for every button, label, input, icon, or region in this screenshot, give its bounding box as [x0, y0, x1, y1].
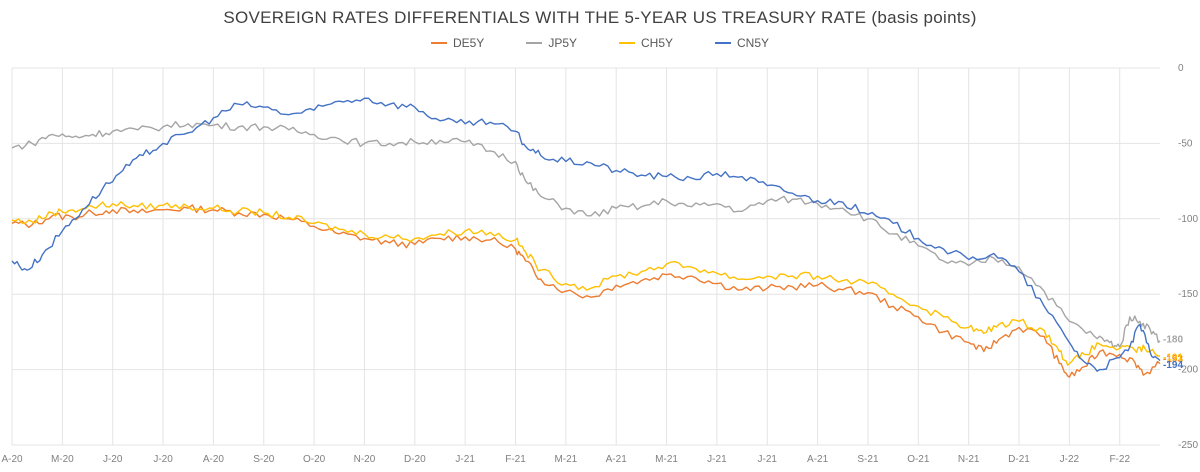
- x-tick-label: A-21: [807, 454, 829, 465]
- x-tick-label: D-20: [404, 454, 426, 465]
- legend-swatch-cn5y: [715, 42, 732, 44]
- end-label-jp5y: -180: [1163, 334, 1183, 345]
- y-tick-label: -150: [1178, 289, 1198, 300]
- legend-label-cn5y: CN5Y: [737, 36, 770, 50]
- x-tick-label: F-21: [505, 454, 526, 465]
- y-tick-label: -50: [1178, 138, 1193, 149]
- x-tick-label: M-21: [655, 454, 678, 465]
- x-tick-label: D-21: [1008, 454, 1030, 465]
- series-line-jp5y: [11, 120, 1161, 348]
- y-tick-label: 0: [1178, 63, 1184, 74]
- x-tick-label: A-20: [1, 454, 23, 465]
- x-tick-label: J-21: [758, 454, 778, 465]
- x-axis: A-20 M-20 J-20 J-20 A-20 S-20 O-20 N-20 D-20 J-21…: [1, 454, 1130, 465]
- x-tick-label: J-22: [1060, 454, 1080, 465]
- gridlines: [11, 67, 1160, 446]
- x-tick-label: J-21: [455, 454, 475, 465]
- legend-swatch-jp5y: [526, 42, 543, 44]
- x-tick-label: J-20: [103, 454, 123, 465]
- y-tick-label: -250: [1178, 440, 1198, 451]
- x-tick-label: A-21: [606, 454, 628, 465]
- x-tick-label: O-20: [303, 454, 326, 465]
- legend-item-de5y: DE5Y: [430, 36, 485, 50]
- y-tick-label: -200: [1178, 365, 1198, 376]
- y-axis: 0 -50 -100 -150 -200 -250: [1178, 63, 1198, 451]
- end-label-ch5y: -191: [1163, 353, 1183, 364]
- series-lines: [11, 97, 1161, 378]
- series-line-ch5y: [11, 200, 1160, 366]
- legend-label-jp5y: JP5Y: [548, 36, 577, 50]
- x-tick-label: N-21: [958, 454, 980, 465]
- x-tick-label: J-20: [153, 454, 173, 465]
- legend-label-de5y: DE5Y: [452, 36, 485, 50]
- legend-label-ch5y: CH5Y: [641, 36, 674, 50]
- x-tick-label: M-20: [51, 454, 74, 465]
- legend-swatch-ch5y: [619, 42, 635, 44]
- x-tick-label: A-20: [203, 454, 225, 465]
- x-tick-label: F-22: [1109, 454, 1130, 465]
- chart-title: SOVEREIGN RATES DIFFERENTIALS WITH THE 5…: [223, 8, 977, 27]
- legend-item-ch5y: CH5Y: [619, 36, 673, 50]
- x-tick-label: J-21: [707, 454, 727, 465]
- legend: DE5Y JP5Y CH5Y CN5Y: [0, 36, 1200, 50]
- x-tick-label: S-20: [253, 454, 275, 465]
- x-tick-label: M-21: [554, 454, 577, 465]
- x-tick-label: S-21: [857, 454, 879, 465]
- x-tick-label: O-21: [907, 454, 930, 465]
- legend-item-jp5y: JP5Y: [526, 36, 577, 50]
- legend-swatch-de5y: [430, 42, 447, 44]
- end-label-cn5y: -194: [1163, 360, 1183, 371]
- legend-item-cn5y: CN5Y: [715, 36, 769, 50]
- x-tick-label: N-20: [354, 454, 376, 465]
- series-line-de5y: [11, 204, 1161, 378]
- series-line-cn5y: [11, 97, 1161, 372]
- end-label-de5y: -193: [1163, 354, 1183, 365]
- y-tick-label: -100: [1178, 214, 1198, 225]
- end-labels: -193 -180 -191-194: [1163, 334, 1183, 371]
